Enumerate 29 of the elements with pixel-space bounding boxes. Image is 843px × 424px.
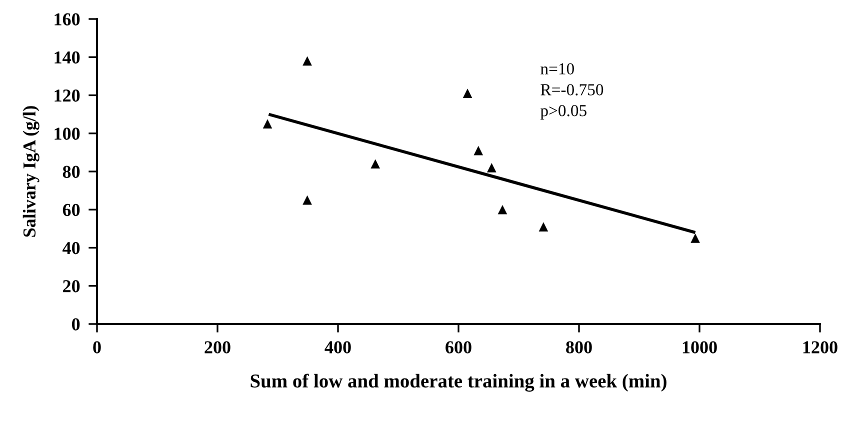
point <box>498 204 508 214</box>
x-axis-title: Sum of low and moderate training in a week (min) <box>250 374 666 392</box>
point <box>462 88 472 98</box>
x-tick-label: 0 <box>93 341 101 354</box>
point <box>538 222 548 232</box>
y-tick-label: 140 <box>54 51 80 64</box>
x-tick-label: 1000 <box>682 341 717 354</box>
y-tick-label: 80 <box>62 166 80 178</box>
point <box>370 159 380 169</box>
y-tick-label: 40 <box>62 242 80 254</box>
point <box>302 195 312 205</box>
x-tick-label: 600 <box>446 341 472 354</box>
point <box>302 56 312 66</box>
point <box>486 163 496 172</box>
y-axis-title: Salivary IgA (g/l) <box>22 106 40 237</box>
point <box>690 234 700 243</box>
point <box>262 119 272 128</box>
annotation: n=10 R=-0.750 p>0.05 <box>540 63 604 120</box>
y-tick-label: 100 <box>54 128 80 140</box>
y-tick-label: 0 <box>72 318 80 330</box>
y-tick-label: 20 <box>63 280 80 292</box>
x-tick-label: 1200 <box>803 341 838 354</box>
point <box>474 146 484 156</box>
y-tick-label: 60 <box>62 204 80 216</box>
x-tick-label: 800 <box>566 341 592 354</box>
x-tick-label: 200 <box>204 341 230 354</box>
x-tick-label: 400 <box>324 341 351 354</box>
y-tick-label: 160 <box>54 13 80 26</box>
y-tick-label: 120 <box>54 90 80 102</box>
